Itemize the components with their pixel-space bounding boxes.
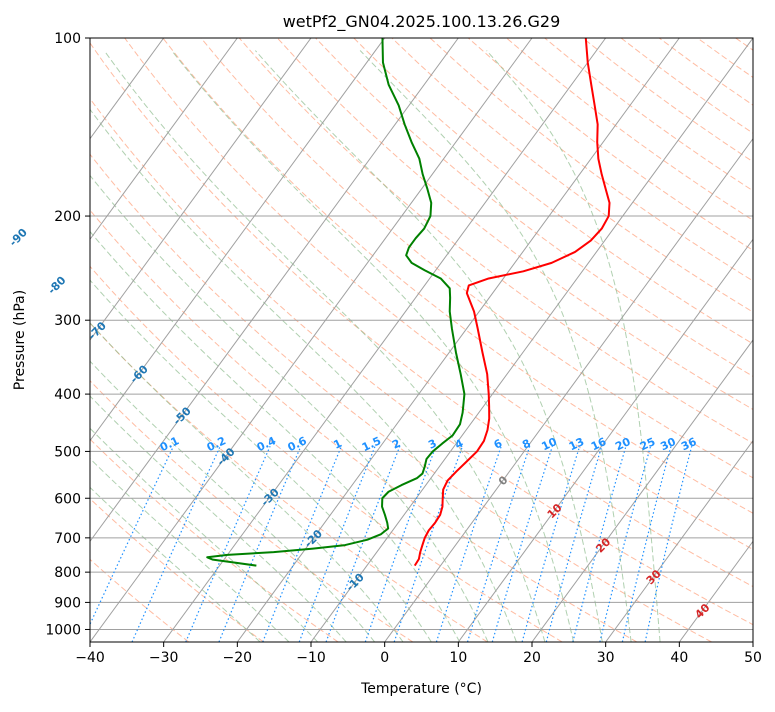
mixing-ratio-line (466, 446, 531, 642)
dry-adiabat (90, 97, 753, 626)
dry-adiabat (162, 38, 753, 514)
x-tick-label: −20 (223, 650, 253, 666)
moist-adiabat (171, 50, 575, 642)
moist-adiabat (90, 230, 461, 642)
mixing-ratio-line (572, 446, 627, 642)
x-tick-label: 50 (744, 650, 762, 666)
dewpoint-line (206, 38, 466, 567)
dry-adiabat (353, 38, 753, 345)
mixing-ratio-line (545, 446, 603, 642)
x-tick-label: 10 (449, 650, 467, 666)
mixing-ratio-line (393, 446, 464, 642)
x-tick-label: 0 (380, 650, 389, 666)
x-tick-label: 30 (597, 650, 615, 666)
mixing-ratio-label: 36 (679, 435, 699, 453)
x-tick-label: −30 (149, 650, 179, 666)
y-axis-label: Pressure (hPa) (12, 290, 28, 390)
mixing-ratio-line (131, 445, 221, 642)
isotherm-line (236, 38, 680, 642)
moist-adiabat (359, 50, 632, 642)
y-tick-label: 800 (54, 565, 81, 581)
mixing-ratio-line (599, 446, 652, 642)
moist-adiabat (90, 108, 517, 642)
mixing-ratio-line (621, 446, 672, 642)
x-axis-label: Temperature (°C) (360, 681, 482, 697)
mixing-ratio-label: 30 (658, 435, 678, 453)
y-tick-label: 300 (54, 313, 81, 329)
mixing-ratio-label: 10 (540, 435, 560, 453)
isotherm-line (90, 38, 386, 442)
moist-adiabat (90, 322, 404, 642)
y-tick-label: 600 (54, 491, 81, 507)
x-tick-label: 40 (670, 650, 688, 666)
y-tick-label: 900 (54, 595, 81, 611)
dry-adiabat (90, 322, 488, 642)
mixing-ratio-label: 13 (567, 435, 586, 453)
y-tick-label: 400 (54, 387, 81, 403)
background-lines (90, 38, 753, 642)
y-tick-label: 700 (54, 531, 81, 547)
dry-adiabat (238, 38, 753, 444)
isotherm-line (457, 238, 753, 642)
y-tick-label: 500 (54, 444, 81, 460)
moist-adiabat (254, 50, 603, 642)
mixing-ratio-label: 20 (613, 435, 633, 453)
moist-adiabat (90, 395, 347, 642)
mixing-ratio-line (185, 445, 271, 642)
isotherm-line (310, 38, 753, 642)
dry-adiabat (90, 42, 753, 588)
moist-adiabat (103, 50, 546, 642)
isotherm-line (90, 38, 312, 341)
mixing-ratio-line (521, 446, 581, 642)
isotherm-line (384, 137, 753, 642)
mixing-ratio-label: 16 (589, 435, 609, 453)
mixing-ratio-line (364, 446, 437, 642)
y-tick-label: 100 (54, 31, 81, 47)
x-tick-label: −10 (296, 650, 326, 666)
moist-adiabat (90, 174, 489, 642)
mixing-ratio-line (435, 446, 502, 642)
isotherm-line (163, 38, 607, 642)
mixing-ratio-line (325, 446, 401, 642)
mixing-ratio-labels: 0.1 0.2 0.4 0.6 1 1.5 2 3 4 6 8 10 13 16 20 25 30 36 (158, 434, 699, 454)
mixing-ratio-line (491, 446, 553, 642)
y-tick-label: 200 (54, 209, 81, 225)
isotherm-line (531, 339, 753, 642)
dry-adiabat (315, 38, 753, 377)
plot-frame (89, 37, 754, 643)
profile-lines (206, 38, 611, 567)
mixing-ratio-line (644, 446, 693, 642)
dry-adiabat (90, 265, 563, 642)
dry-adiabat (90, 558, 190, 642)
moist-adiabat (90, 279, 432, 642)
y-tick-label: 1000 (45, 622, 81, 638)
isotherm-line (90, 38, 238, 241)
isotherm-line (90, 38, 533, 642)
dry-adiabat (90, 380, 414, 642)
dry-adiabat (391, 38, 753, 313)
dry-adiabat (90, 209, 638, 642)
mixing-ratio-label: 25 (638, 435, 657, 453)
x-tick-label: −40 (75, 650, 105, 666)
axes: −40 −30 −20 −10 0 10 20 30 40 50 100 200 300 400 500 60… (45, 31, 762, 666)
mixing-ratio-line (298, 446, 376, 642)
chart-title: wetPf2_GN04.2025.100.13.26.G29 (283, 12, 561, 32)
moist-adiabat (90, 360, 376, 642)
isotherm-line (605, 439, 753, 642)
moist-adiabat (486, 50, 661, 642)
x-tick-label: 20 (523, 650, 541, 666)
temperature-line (413, 38, 611, 567)
